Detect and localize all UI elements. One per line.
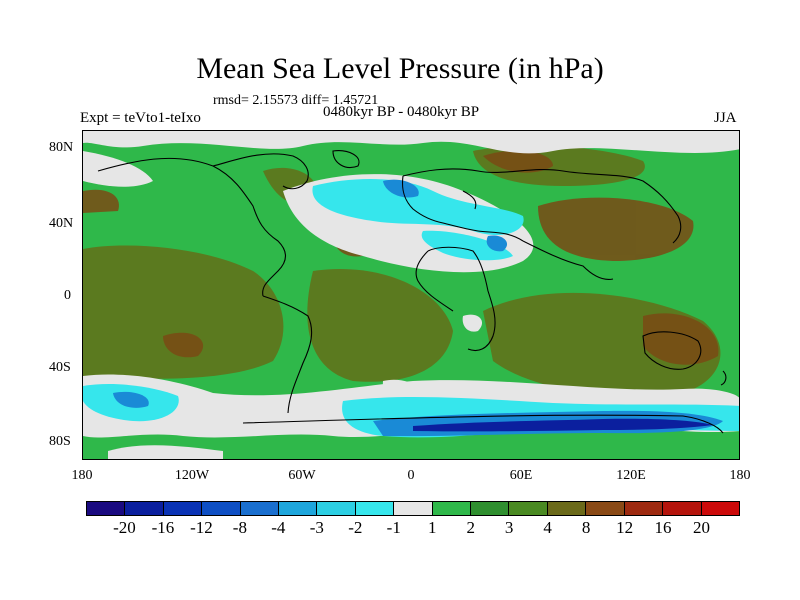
lon-label: 60W (288, 468, 316, 483)
colorbar-label: -8 (232, 518, 247, 537)
colorbar-swatch (547, 502, 587, 515)
colorbar-swatch (202, 502, 241, 515)
colorbar-swatch (509, 502, 548, 515)
colorbar-swatch (355, 502, 395, 515)
colorbar-swatch (317, 502, 356, 515)
period-label: 0480kyr BP - 0480kyr BP (323, 104, 480, 120)
experiment-label: Expt = teVto1-teIxo (80, 110, 201, 126)
coastlines (97, 150, 727, 434)
colorbar-label: 3 (504, 518, 514, 537)
colorbar-swatch (240, 502, 280, 515)
colorbar-swatch (125, 502, 164, 515)
colorbar-swatch (701, 502, 739, 515)
lat-label: 0 (64, 288, 71, 303)
colorbar-label: -2 (348, 518, 363, 537)
pressure-anomaly-map (82, 130, 740, 460)
colorbar-label: -12 (190, 518, 213, 537)
navy-regions (413, 418, 713, 432)
colorbar-swatch (394, 502, 433, 515)
colorbar-label: 8 (581, 518, 591, 537)
colorbar-swatch (432, 502, 472, 515)
season-label: JJA (714, 110, 737, 126)
colorbar-label: 1 (427, 518, 437, 537)
colorbar-swatch (471, 502, 510, 515)
colorbar-label: -20 (113, 518, 136, 537)
lon-label: 180 (71, 468, 93, 483)
colorbar-label: 2 (466, 518, 475, 537)
lon-label: 60E (509, 468, 533, 483)
colorbar-swatch (663, 502, 702, 515)
colorbar-swatch (279, 502, 318, 515)
lat-label: 80N (49, 140, 74, 155)
lon-label: 180 (729, 468, 751, 483)
colorbar-label: 16 (654, 518, 672, 537)
colorbar (86, 501, 740, 516)
colorbar-label: -1 (386, 518, 401, 537)
colorbar-label: -16 (151, 518, 175, 537)
lon-label: 0 (407, 468, 415, 483)
colorbar-swatch (87, 502, 126, 515)
colorbar-swatch (586, 502, 625, 515)
colorbar-label: -3 (309, 518, 324, 537)
colorbar-swatch (624, 502, 664, 515)
lon-label: 120W (174, 468, 210, 483)
colorbar-label: 20 (693, 518, 711, 537)
colorbar-swatch (163, 502, 203, 515)
lat-label: 40N (49, 216, 74, 231)
colorbar-label: 4 (543, 518, 552, 537)
rmsd-diff-stats: rmsd= 2.15573 diff= 1.45721 (213, 93, 379, 108)
lat-label: 40S (49, 360, 71, 375)
map-title: Mean Sea Level Pressure (in hPa) (196, 52, 604, 85)
colorbar-label: 12 (616, 518, 634, 537)
lon-label: 120E (616, 468, 646, 483)
lat-label: 80S (49, 434, 71, 449)
colorbar-label: -4 (271, 518, 286, 537)
